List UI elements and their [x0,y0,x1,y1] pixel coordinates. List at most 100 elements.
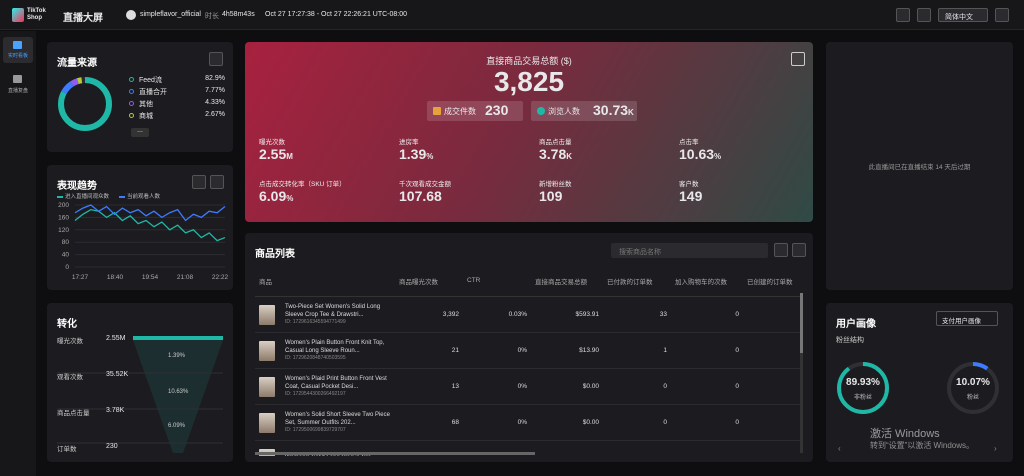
y-tick-label: 160 [58,214,69,221]
edit-button[interactable] [192,175,206,189]
badge-unit: K [628,108,634,117]
time-range: Oct 27 17:27:38 - Oct 27 22:26:21 UTC-08… [265,11,408,18]
product-name: Two-Piece Set Women's Solid Long Sleeve … [285,304,381,318]
column-header[interactable]: 加入购物车的次数 [671,266,743,297]
layout-button[interactable] [917,8,931,22]
column-header: 商品 [255,266,395,297]
scroll-thumb[interactable] [800,293,803,353]
panel-title: 转化 [57,319,77,330]
trend-panel: 表现趋势 进入直播间观众数 当前观看人数 0 40 80 120 160 200 17:27 1… [47,165,233,290]
panel-title: 用户画像 [836,319,876,330]
donut-segment [58,77,112,131]
metric-unit: % [286,194,294,203]
metric-name: 千次观看成交金额 [399,181,451,188]
audience-select[interactable]: 支付用户画像 [936,311,998,326]
product-row: Women's Plain Button Front Knit Top, Cas… [255,332,801,369]
table-cell: 3,392 [395,296,463,333]
export-button[interactable] [791,52,805,66]
funnel-bar [133,336,223,340]
funnel-panel: 转化 曝光次数 2.55M 观看次数 35.52K 商品点击量 3.78K 订单数 230 1.… [47,303,233,462]
sidebar: 实时看板 直播复盘 [0,31,36,476]
column-header[interactable]: 商品曝光次数 [395,266,463,297]
expired-message: 此直播间已在直播结束 14 天后过期 [868,164,971,171]
export-button[interactable] [209,52,223,66]
next-arrow[interactable]: › [994,444,997,453]
scrollbar [800,293,803,453]
funnel-step-name: 订单数 [57,446,77,453]
table-cell: $0.00 [531,368,603,405]
table-cell: 21 [395,332,463,369]
y-tick-label: 120 [58,227,69,234]
table-cell: 13 [395,368,463,405]
metric-name: 新增粉丝数 [539,181,572,188]
metric-name: 客户数 [679,181,699,188]
download-button[interactable] [792,243,806,257]
product-image [259,376,275,397]
product-name: Women's Plain Button Front Knit Top, Cas… [285,340,385,354]
funnel-step-value: 3.78K [106,407,125,414]
prev-arrow[interactable]: ‹ [838,444,841,453]
download-button[interactable] [896,8,910,22]
badge-name: 浏览人数 [548,107,580,116]
column-header[interactable]: 已付款的订单数 [603,266,671,297]
trend-legend: 进入直播间观众数 当前观看人数 [57,192,227,200]
legend-item: Feed流 82.9% [129,75,225,87]
gmv-badges: 成交件数 230 浏览人数 30.73K [427,101,637,121]
legend-value: 7.77% [205,87,225,94]
traffic-donut [58,77,112,131]
gmv-title: 直接商品交易总额 ($) [486,56,572,66]
funnel-rate: 6.09% [168,423,186,429]
x-tick-label: 19:54 [142,274,159,281]
top-bar: TikTok Shop 直播大屏 simpleflavor_official 时… [0,0,1024,30]
legend-dot [129,113,134,118]
nav-label[interactable]: 直播复盘 [7,88,28,94]
metric-value: 3.78K [539,146,572,162]
table-cell: 68 [395,404,463,441]
badge-icon [433,107,441,115]
metric-name: 点击成交转化率（SKU 订单） [259,181,346,188]
page-title: 直播大屏 [63,13,103,24]
legend-name: 商城 [139,113,153,120]
donut-label: 89.93% [846,377,880,388]
product-name: Women's Solid Long Sleeve Cro... [285,454,391,456]
metric-value: 109 [539,188,562,204]
column-header[interactable]: CTR [463,266,531,297]
product-cell: Women's Solid Short Sleeve Two Piece Set… [255,404,395,441]
funnel-body [133,340,223,453]
metric-name: 进房率 [399,139,419,146]
product-cell: Women's Plain Button Front Knit Top, Cas… [255,332,395,369]
product-id: ID: 1729616345594771499 [285,319,346,325]
column-header[interactable]: 已创建的订单数 [743,266,801,297]
search-input[interactable]: 搜索商品名称 [611,243,768,258]
watermark-title: 激活 Windows [870,428,940,440]
h-scroll-thumb[interactable] [255,452,535,455]
nav-label[interactable]: 实时看板 [7,53,28,59]
fullscreen-button[interactable] [995,8,1009,22]
edit-button[interactable] [774,243,788,257]
metric-value: 107.68 [399,188,442,204]
legend-item: 进入直播间观众数 [57,194,109,200]
badge-value: 230 [485,102,508,118]
metric-name: 曝光次数 [259,139,285,146]
audience-panel: 用户画像 支付用户画像 粉丝结构 ‹ › 89.93% 非粉丝 10.07% 粉丝 [826,303,1013,462]
trend-chart: 0 40 80 120 160 200 17:27 18:40 19:54 21:08 22:22 [58,202,229,281]
audience-donut [947,362,999,414]
product-panel: 商品列表 搜索商品名称 商品 商品曝光次数 CTR 直接商品交易总额 已付款的订单数 加入… [245,233,813,462]
metric-name: 点击率 [679,139,699,146]
legend-name: Feed流 [139,77,162,84]
legend-value: 82.9% [205,75,225,82]
column-header[interactable]: 直接商品交易总额 [531,266,603,297]
product-id: ID: 1729544300266492197 [285,391,346,397]
badge-number: 30.73 [593,102,629,118]
more-button[interactable]: ... [131,127,149,137]
y-tick-label: 0 [65,264,69,271]
nav-icon [13,75,22,83]
funnel-step-value: 230 [106,443,118,450]
x-tick-label: 22:22 [212,274,229,281]
table-wrap: 商品 商品曝光次数 CTR 直接商品交易总额 已付款的订单数 加入购物车的次数 已创建的订单… [255,266,801,456]
metric-unit: K [566,152,573,161]
export-button[interactable] [210,175,224,189]
logo-text: TikTok Shop [27,8,46,21]
language-select[interactable]: 简体中文 [938,8,988,22]
